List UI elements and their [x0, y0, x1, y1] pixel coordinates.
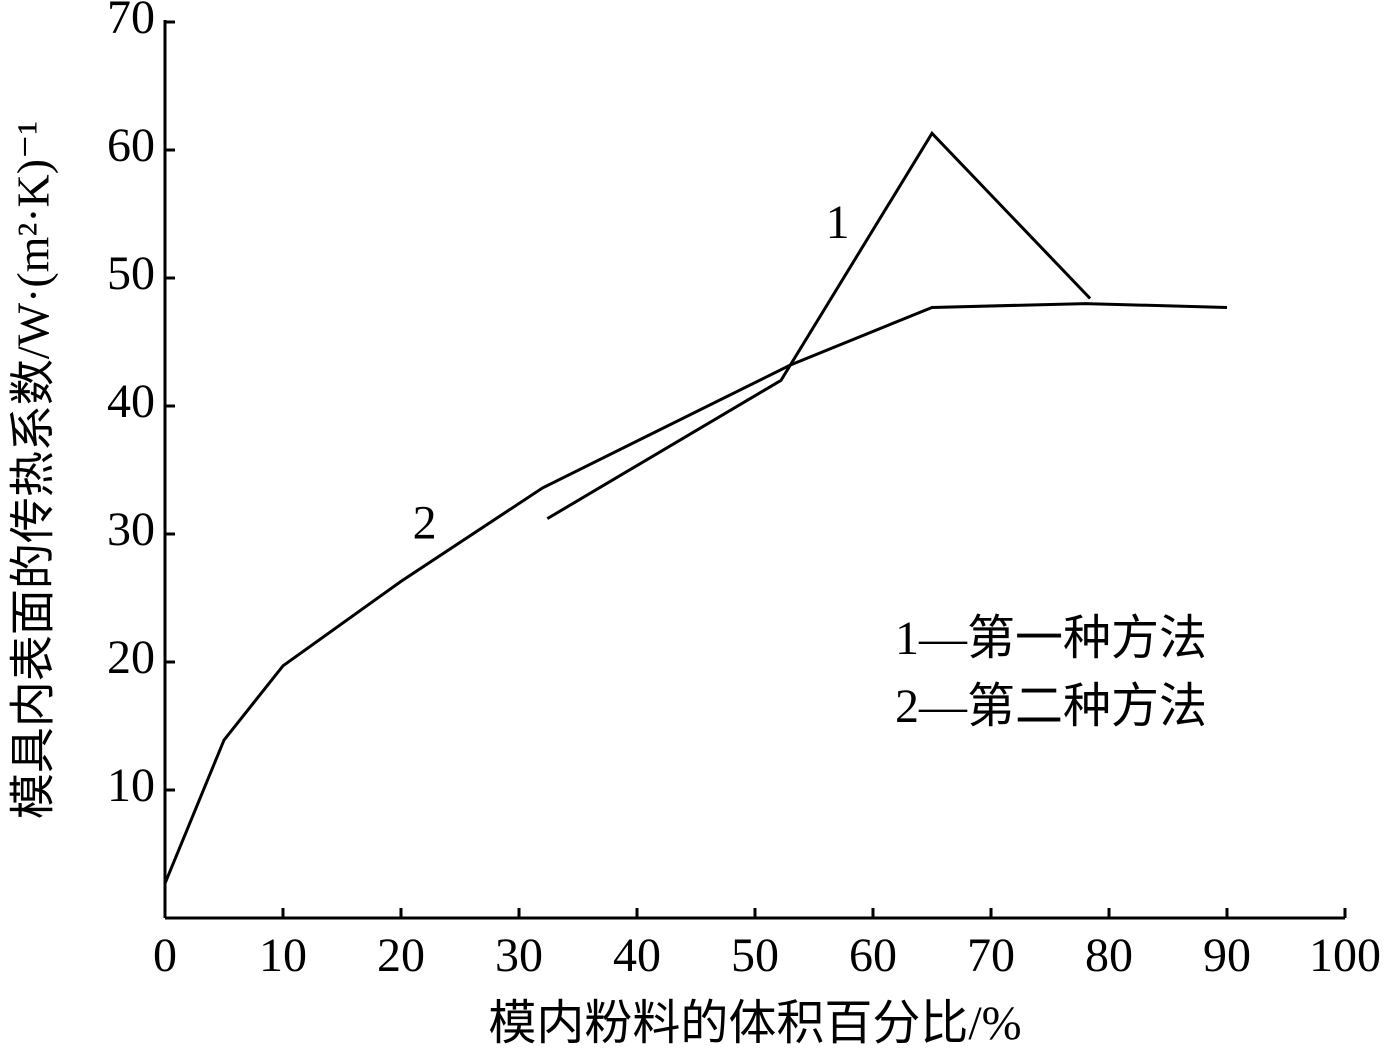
x-tick-label: 50	[731, 929, 779, 982]
line-series	[163, 302, 1228, 885]
y-tick-label: 20	[107, 631, 155, 684]
x-tick-label: 0	[153, 929, 177, 982]
x-tick-label: 60	[849, 929, 897, 982]
y-axis-label: 模具内表面的传热系数/W·(m²·K)⁻¹	[8, 121, 59, 819]
y-tick-label: 70	[107, 0, 155, 44]
legend-entry: 2—第二种方法	[895, 680, 1207, 733]
x-axis-label: 模内粉料的体积百分比/%	[488, 997, 1021, 1050]
x-tick-label: 70	[967, 929, 1015, 982]
y-tick-label: 10	[107, 759, 155, 812]
x-tick-label: 10	[259, 929, 307, 982]
x-tick-label: 40	[613, 929, 661, 982]
y-tick-label: 30	[107, 503, 155, 556]
x-tick-label: 20	[377, 929, 425, 982]
y-tick-label: 50	[107, 247, 155, 300]
line-series	[546, 130, 1092, 520]
x-tick-label: 30	[495, 929, 543, 982]
legend-entry: 1—第一种方法	[895, 612, 1207, 665]
x-tick-label: 90	[1203, 929, 1251, 982]
x-tick-label: 80	[1085, 929, 1133, 982]
curve-label: 1	[826, 196, 850, 249]
y-tick-label: 60	[107, 119, 155, 172]
y-tick-label: 40	[107, 375, 155, 428]
curve-label: 2	[413, 497, 437, 550]
x-tick-label: 100	[1309, 929, 1381, 982]
